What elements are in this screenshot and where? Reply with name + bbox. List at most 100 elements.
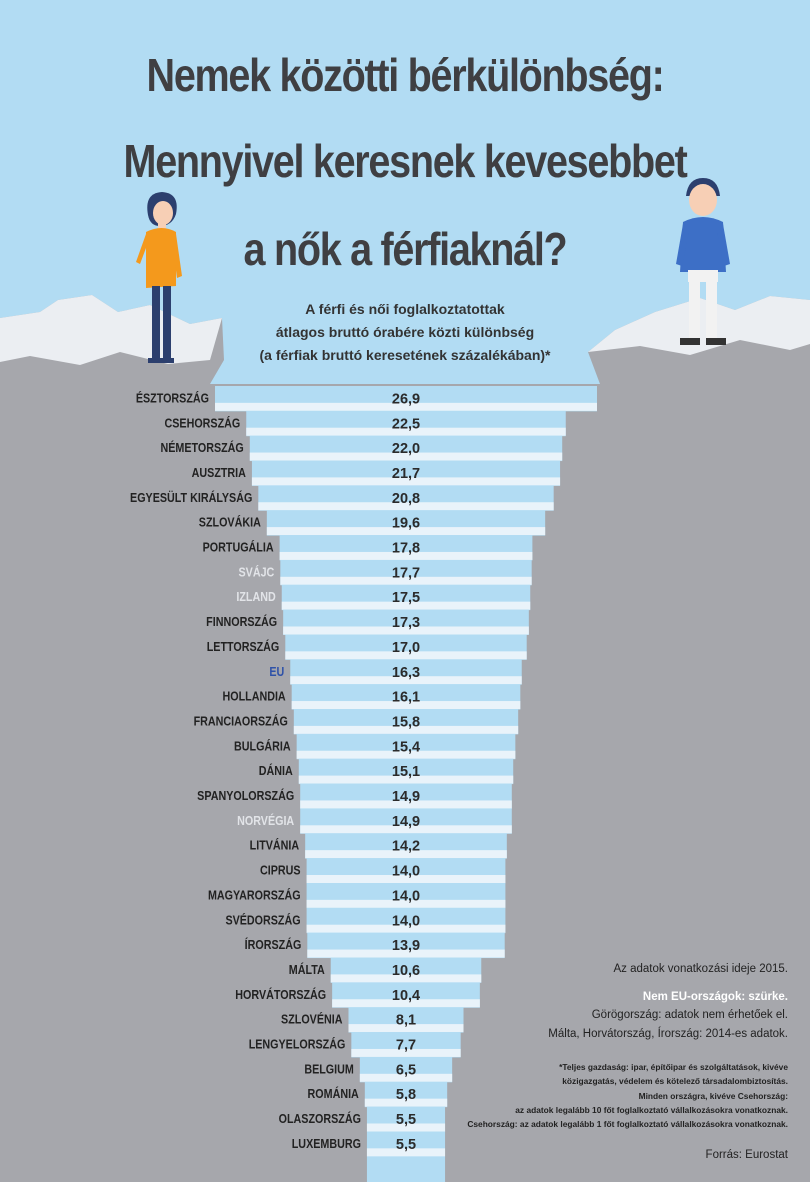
bar-svédország — [306, 924, 506, 933]
country-label: LUXEMBURG — [292, 1137, 361, 1151]
man-hips — [688, 270, 718, 282]
value-label: 15,4 — [392, 739, 420, 755]
country-label: IZLAND — [236, 591, 275, 605]
value-label: 5,5 — [396, 1112, 416, 1128]
chasm-row — [366, 1131, 446, 1182]
country-label: ÍRORSZÁG — [245, 938, 302, 952]
country-label: SVÉDORSZÁG — [225, 914, 300, 928]
value-label: 17,7 — [392, 565, 420, 581]
man-arm-right — [717, 224, 730, 266]
bar-horvátország — [332, 999, 480, 1008]
value-label: 14,2 — [392, 839, 420, 855]
country-label: LETTORSZÁG — [207, 640, 280, 654]
value-label: 5,5 — [396, 1137, 416, 1153]
woman-shoe-left — [148, 358, 162, 363]
bar-svájc — [280, 576, 532, 585]
value-label: 17,5 — [392, 590, 420, 606]
woman-arm-right — [172, 234, 182, 278]
value-label: 14,0 — [392, 888, 420, 904]
woman-face — [153, 201, 173, 225]
woman-dress — [146, 228, 176, 288]
value-label: 19,6 — [392, 516, 420, 532]
note-non-eu: Nem EU-országok: szürke. — [642, 991, 788, 1003]
footnote-line-3: Minden országra, kivéve Csehország: — [638, 1091, 788, 1101]
bar-németország — [249, 452, 563, 461]
man-shoe-left — [680, 338, 700, 345]
bar-spanyolország — [300, 800, 512, 809]
country-label: FINNORSZÁG — [206, 615, 277, 629]
value-label: 13,9 — [392, 938, 420, 954]
value-label: 17,3 — [392, 615, 420, 631]
bar-ausztria — [251, 477, 561, 486]
bar-belgium — [359, 1073, 453, 1082]
value-label: 14,9 — [392, 814, 420, 830]
bar-portugália — [279, 551, 533, 560]
value-label: 15,8 — [392, 714, 420, 730]
country-label: SZLOVÁKIA — [199, 516, 262, 530]
country-label: EU — [269, 665, 284, 679]
value-label: 21,7 — [392, 466, 420, 482]
bar-szlovénia — [348, 1024, 464, 1033]
note-date: Az adatok vonatkozási ideje 2015. — [613, 963, 788, 975]
footnote-line-5: Csehország: az adatok legalább 1 főt fog… — [467, 1119, 788, 1129]
country-label: HORVÁTORSZÁG — [235, 988, 326, 1002]
value-label: 14,0 — [392, 913, 420, 929]
country-label: BULGÁRIA — [234, 740, 291, 754]
country-label: MÁLTA — [289, 963, 326, 977]
woman-neck — [158, 222, 166, 230]
man-shoe-right — [706, 338, 726, 345]
man-figure — [676, 178, 730, 345]
country-label: AUSZTRIA — [192, 466, 247, 480]
bar-bulgária — [296, 750, 516, 759]
value-label: 10,4 — [392, 988, 420, 1004]
man-arm-left — [676, 224, 689, 266]
bar-ciprus — [306, 875, 506, 883]
bar-egyesült-királyság — [258, 502, 554, 511]
bar-dánia — [298, 775, 514, 784]
bar-írország — [307, 949, 505, 958]
country-label: HOLLANDIA — [222, 690, 286, 704]
bar-szlovákia — [266, 527, 546, 536]
country-label: SPANYOLORSZÁG — [197, 789, 294, 803]
country-label: BELGIUM — [304, 1063, 354, 1077]
note-years: Málta, Horvátország, Írország: 2014-es a… — [548, 1028, 788, 1040]
man-face — [689, 184, 717, 216]
country-label: FRANCIAORSZÁG — [194, 715, 288, 729]
value-label: 15,1 — [392, 764, 420, 780]
bar-luxemburg — [366, 1148, 446, 1157]
value-label: 14,9 — [392, 789, 420, 805]
bar-hollandia — [291, 701, 521, 710]
value-label: 26,9 — [392, 391, 420, 407]
chasm-chart: ÉSZTORSZÁG 26,9 CSEHORSZÁG 22,5 NÉMETORSZÁG 2… — [130, 386, 597, 1182]
bar-lettország — [285, 651, 527, 660]
value-label: 14,0 — [392, 864, 420, 880]
bar-málta — [330, 974, 482, 983]
note-greece: Görögország: adatok nem érhetőek el. — [591, 1009, 788, 1021]
bar-izland — [281, 601, 531, 610]
note-source: Forrás: Eurostat — [705, 1149, 788, 1161]
bar-magyarország — [306, 899, 506, 908]
country-label: CIPRUS — [260, 864, 301, 878]
value-label: 7,7 — [396, 1038, 416, 1054]
bar-csehország — [246, 427, 566, 436]
country-label: PORTUGÁLIA — [203, 541, 275, 555]
footnote-line-2: közigazgatás, védelem és kötelező társad… — [562, 1076, 788, 1086]
country-label: LITVÁNIA — [250, 839, 300, 853]
country-label: ROMÁNIA — [308, 1088, 360, 1102]
woman-shoe-right — [162, 358, 174, 363]
country-label: ÉSZTORSZÁG — [136, 392, 209, 406]
value-label: 17,8 — [392, 541, 420, 557]
country-label: SVÁJC — [239, 566, 275, 580]
bar-eu — [290, 676, 522, 685]
footnote-line-1: *Teljes gazdaság: ipar, építőipar és szo… — [559, 1062, 788, 1072]
value-label: 6,5 — [396, 1062, 416, 1078]
value-label: 17,0 — [392, 640, 420, 656]
bar-norvégia — [300, 825, 512, 834]
title-line-3: a nők a férfiaknál? — [243, 223, 568, 275]
value-label: 8,1 — [396, 1013, 416, 1029]
bar-románia — [364, 1098, 448, 1107]
country-label: CSEHORSZÁG — [165, 417, 241, 431]
man-leg-left — [689, 280, 700, 340]
country-label: LENGYELORSZÁG — [249, 1038, 346, 1052]
